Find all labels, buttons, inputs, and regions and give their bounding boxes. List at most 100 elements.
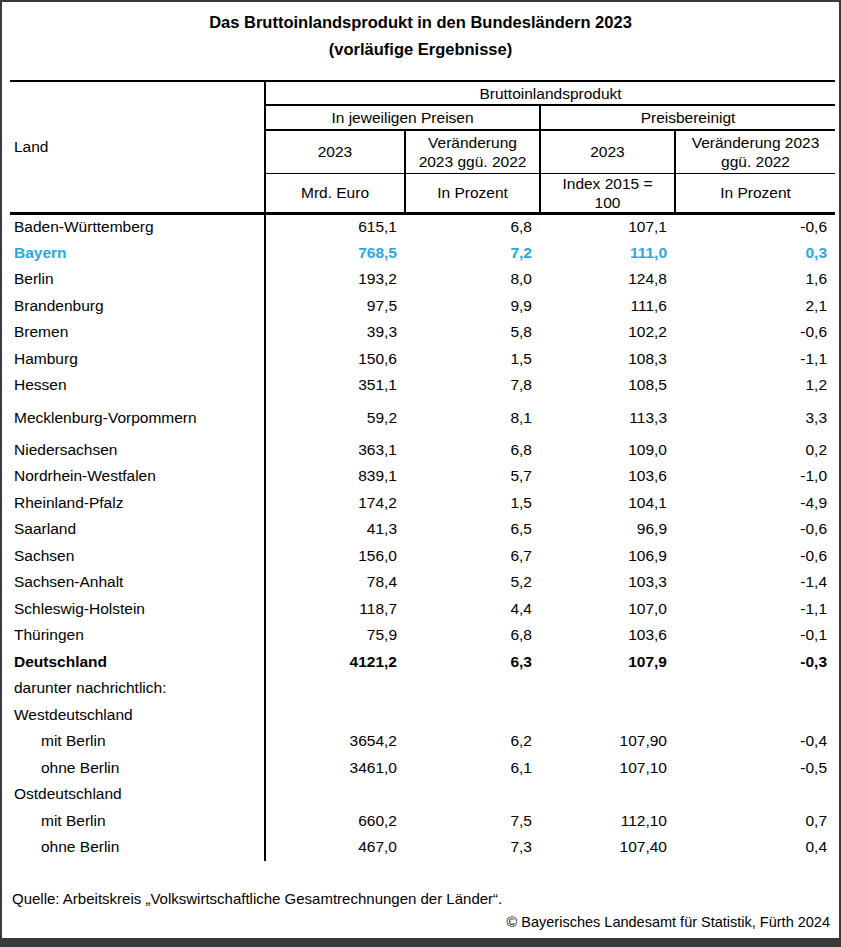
value-cell: 0,7 [675,808,835,835]
value-cell: 3,3 [675,399,835,437]
value-cell: 1,5 [405,490,540,517]
value-cell [540,675,675,702]
value-cell: 111,0 [540,240,675,267]
land-cell: Bayern [10,240,265,267]
land-cell: Hamburg [10,346,265,373]
value-cell: 467,0 [265,834,405,861]
table-row: Bremen 39,3 5,8 102,2 -0,6 [10,319,835,346]
value-cell: 5,7 [405,463,540,490]
table-row: Mecklenburg-Vorpommern 59,2 8,1 113,3 3,… [10,399,835,437]
land-cell: Bremen [10,319,265,346]
value-cell: 107,9 [540,649,675,676]
column-header-land: Land [10,81,265,213]
value-cell: 103,3 [540,569,675,596]
land-cell: Sachsen-Anhalt [10,569,265,596]
table-row: darunter nachrichtlich: [10,675,835,702]
value-cell: -0,1 [675,622,835,649]
value-cell: 6,2 [405,728,540,755]
value-cell: 3654,2 [265,728,405,755]
land-cell: darunter nachrichtlich: [10,675,265,702]
value-cell: 97,5 [265,293,405,320]
value-cell: 6,1 [405,755,540,782]
land-cell: Thüringen [10,622,265,649]
value-cell: 351,1 [265,372,405,399]
table-row: Hamburg 150,6 1,5 108,3 -1,1 [10,346,835,373]
value-cell: 5,2 [405,569,540,596]
table-row: ohne Berlin 3461,0 6,1 107,10 -0,5 [10,755,835,782]
unit-header-mrd-euro: Mrd. Euro [265,173,405,213]
value-cell: -1,4 [675,569,835,596]
document-subtitle: (vorläufige Ergebnisse) [2,36,839,63]
value-cell: 174,2 [265,490,405,517]
land-cell: Sachsen [10,543,265,570]
land-cell: Ostdeutschland [10,781,265,808]
value-cell: 75,9 [265,622,405,649]
land-cell: Westdeutschland [10,702,265,729]
value-cell: 156,0 [265,543,405,570]
value-cell: 4121,2 [265,649,405,676]
table-row: Sachsen-Anhalt 78,4 5,2 103,3 -1,4 [10,569,835,596]
table-row: Deutschland 4121,2 6,3 107,9 -0,3 [10,649,835,676]
table-row: Rheinland-Pfalz 174,2 1,5 104,1 -4,9 [10,490,835,517]
value-cell: -1,1 [675,596,835,623]
value-cell: 107,0 [540,596,675,623]
table-row: Bayern 768,5 7,2 111,0 0,3 [10,240,835,267]
table-row: Ostdeutschland [10,781,835,808]
land-cell: Saarland [10,516,265,543]
table-header: Land Bruttoinlandsprodukt In jeweiligen … [10,81,835,213]
column-header-change-real: Veränderung 2023 ggü. 2022 [675,130,835,173]
value-cell: -0,3 [675,649,835,676]
value-cell: 6,5 [405,516,540,543]
land-cell: Mecklenburg-Vorpommern [10,399,265,437]
land-cell: Deutschland [10,649,265,676]
value-cell: 107,90 [540,728,675,755]
value-cell: 4,4 [405,596,540,623]
value-cell [405,781,540,808]
table-row: Niedersachsen 363,1 6,8 109,0 0,2 [10,437,835,464]
table-row: Hessen 351,1 7,8 108,5 1,2 [10,372,835,399]
value-cell: 96,9 [540,516,675,543]
column-header-year-2023-nominal: 2023 [265,130,405,173]
value-cell: 112,10 [540,808,675,835]
value-cell: 108,5 [540,372,675,399]
value-cell: 2,1 [675,293,835,320]
value-cell: 113,3 [540,399,675,437]
table-row: Berlin 193,2 8,0 124,8 1,6 [10,266,835,293]
value-cell: 1,6 [675,266,835,293]
value-cell: 768,5 [265,240,405,267]
land-cell: Rheinland-Pfalz [10,490,265,517]
title-block: Das Bruttoinlandsprodukt in den Bundeslä… [2,2,839,63]
table-row: Saarland 41,3 6,5 96,9 -0,6 [10,516,835,543]
page-frame: Das Bruttoinlandsprodukt in den Bundeslä… [0,0,841,947]
table-row: mit Berlin 3654,2 6,2 107,90 -0,4 [10,728,835,755]
value-cell: 660,2 [265,808,405,835]
value-cell: 118,7 [265,596,405,623]
land-cell: Niedersachsen [10,437,265,464]
value-cell: -4,9 [675,490,835,517]
value-cell: -0,6 [675,516,835,543]
value-cell: 107,10 [540,755,675,782]
value-cell [265,702,405,729]
column-header-year-2023-real: 2023 [540,130,675,173]
table-row: Westdeutschland [10,702,835,729]
value-cell [540,702,675,729]
table-row: Thüringen 75,9 6,8 103,6 -0,1 [10,622,835,649]
column-group-price-adjusted: Preisbereinigt [540,105,835,130]
value-cell: 0,4 [675,834,835,861]
value-cell: 102,2 [540,319,675,346]
land-cell: Berlin [10,266,265,293]
value-cell: 7,8 [405,372,540,399]
land-cell: ohne Berlin [10,755,265,782]
value-cell: -1,1 [675,346,835,373]
value-cell: 106,9 [540,543,675,570]
value-cell: 59,2 [265,399,405,437]
column-group-current-prices: In jeweiligen Preisen [265,105,540,130]
value-cell: -0,6 [675,543,835,570]
value-cell: 1,5 [405,346,540,373]
value-cell: 9,9 [405,293,540,320]
table-row: Nordrhein-Westfalen 839,1 5,7 103,6 -1,0 [10,463,835,490]
value-cell: 78,4 [265,569,405,596]
unit-header-percent-nominal: In Prozent [405,173,540,213]
value-cell: -0,6 [675,213,835,240]
gdp-table: Land Bruttoinlandsprodukt In jeweiligen … [10,80,835,861]
